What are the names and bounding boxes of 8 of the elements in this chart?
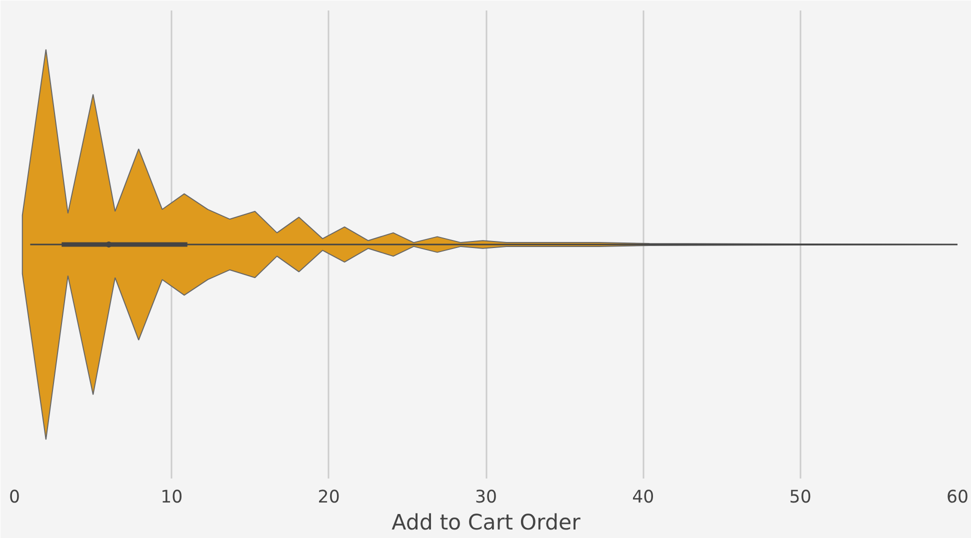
x-tick-label: 40	[632, 488, 654, 508]
x-axis-title: Add to Cart Order	[392, 510, 581, 536]
x-tick-label: 50	[789, 488, 812, 508]
x-tick-label: 60	[946, 488, 969, 508]
x-tick-label: 10	[160, 488, 183, 508]
x-tick-label: 20	[318, 488, 340, 508]
x-tick-label: 30	[474, 488, 498, 508]
x-tick-label: 0	[8, 488, 20, 508]
